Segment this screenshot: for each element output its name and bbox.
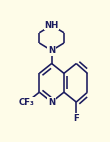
Text: N: N xyxy=(48,46,55,55)
Text: N: N xyxy=(48,98,55,106)
Text: CF₃: CF₃ xyxy=(19,98,35,106)
Text: NH: NH xyxy=(45,21,59,30)
Text: F: F xyxy=(73,114,79,123)
